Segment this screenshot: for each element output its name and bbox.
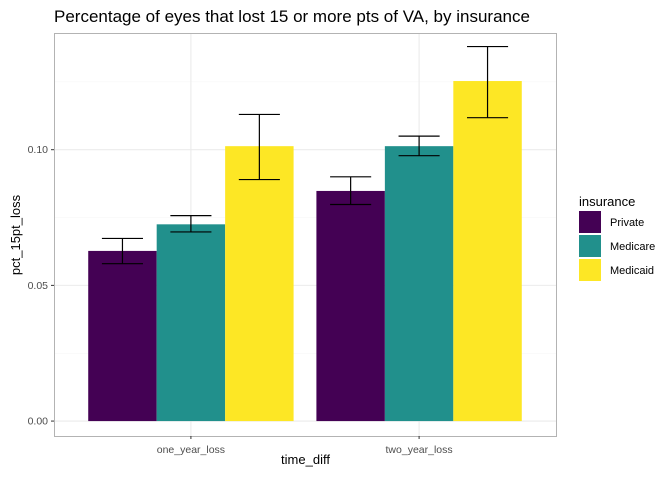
y-axis: 0.00 0.05 0.10 <box>28 144 54 428</box>
legend-key <box>579 259 601 281</box>
legend-label: Medicaid <box>610 265 654 277</box>
bar <box>88 250 157 422</box>
bars <box>88 81 522 422</box>
error-bars <box>101 45 509 265</box>
bar <box>156 224 226 422</box>
x-axis: one_year_loss two_year_loss <box>157 436 453 456</box>
x-axis-title: time_diff <box>281 452 330 467</box>
y-tick-label: 0.10 <box>28 144 49 156</box>
legend-title: insurance <box>579 194 635 209</box>
legend-key <box>579 235 601 257</box>
x-tick-label: two_year_loss <box>386 444 453 456</box>
panel-border <box>54 33 557 437</box>
bar <box>384 146 454 422</box>
x-tick-label: one_year_loss <box>157 444 225 456</box>
bar <box>453 81 522 422</box>
bar <box>225 146 294 422</box>
y-tick-label: 0.05 <box>28 280 49 292</box>
chart-title: Percentage of eyes that lost 15 or more … <box>54 7 530 26</box>
legend-label: Medicare <box>610 241 655 253</box>
legend-label: Private <box>610 217 644 229</box>
y-axis-title: pct_15pt_loss <box>8 194 23 275</box>
legend: insurance Private Medicare Medicaid <box>579 194 655 281</box>
y-tick-label: 0.00 <box>28 416 49 428</box>
bar <box>316 190 385 422</box>
legend-key <box>579 211 601 233</box>
